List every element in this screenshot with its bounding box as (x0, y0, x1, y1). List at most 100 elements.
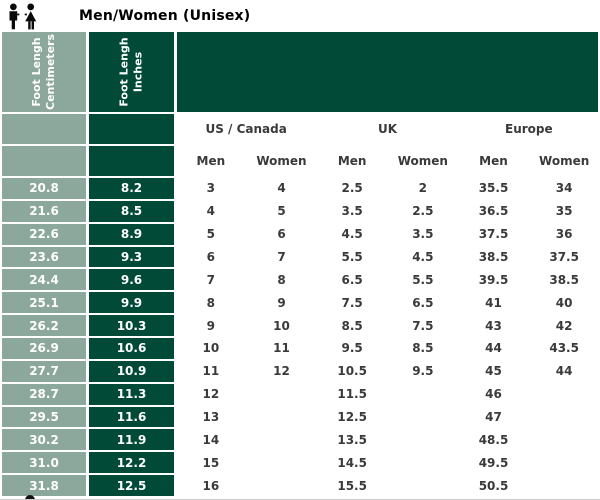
cell-europe-women: 35 (555, 204, 573, 219)
cell-foot-length-inches: 10.3 (89, 315, 174, 336)
cell-europe-men: 39.5 (478, 272, 509, 287)
cell-uk-women: 7.5 (412, 318, 434, 333)
cell-foot-length-cm: 26.9 (2, 338, 86, 359)
cell-foot-length-cm: 30.2 (2, 429, 86, 451)
cell-foot-length-inches: 11.9 (89, 429, 174, 451)
col-header-line: Inches (131, 51, 145, 93)
col-header-foot-length-cm: Foot Lengh Centimeters (2, 32, 86, 112)
subheader-uk-women: Women (397, 154, 448, 168)
cell-foot-length-cm: 29.5 (2, 406, 86, 428)
cell-foot-length-inches: 8.5 (89, 200, 174, 222)
cell-us-men: 5 (206, 227, 215, 242)
cell-foot-length-inches: 9.9 (89, 292, 174, 314)
cell-us-men: 15 (202, 455, 220, 470)
cell-us-women: 7 (277, 249, 286, 264)
cell-europe-women (530, 452, 598, 473)
cell-uk-women: 8.5 (412, 341, 434, 356)
cell-europe-men: 43 (485, 318, 502, 333)
cell-uk-men: 15.5 (337, 478, 367, 493)
cell-foot-length-inches: 12.2 (89, 452, 174, 474)
cell-europe-women: 37.5 (549, 249, 579, 264)
title-bar: Men/Women (Unisex) (0, 0, 600, 32)
cell-us-men: 9 (206, 318, 215, 333)
cell-europe-women: 34 (555, 181, 573, 196)
cell-foot-length-cm: 31.8 (2, 475, 86, 496)
spacer-cell-cm (2, 114, 86, 144)
subheader-europe-men: Men (479, 154, 508, 168)
col-header-line: Centimeters (43, 33, 57, 111)
cell-europe-men: 47 (485, 409, 502, 424)
cell-foot-length-cm: 26.2 (2, 315, 86, 336)
cell-foot-length-cm: 20.8 (2, 178, 86, 199)
cell-europe-men: 38.5 (478, 249, 509, 264)
group-header-europe: Europe (505, 122, 553, 136)
cell-europe-women (530, 429, 598, 450)
cell-us-women (248, 429, 316, 450)
cell-europe-women: 42 (555, 318, 573, 333)
spacer-cell-inches (89, 146, 174, 176)
cell-europe-men: 49.5 (478, 455, 509, 470)
cell-us-women (248, 475, 316, 496)
col-header-foot-length-inches-label: Foot Lengh Inches (118, 37, 146, 106)
header-green-block (177, 32, 598, 112)
subheader-europe-women: Women (539, 154, 590, 168)
cell-us-women: 6 (277, 227, 286, 242)
cell-us-women (248, 452, 316, 473)
cell-uk-women: 3.5 (412, 227, 434, 242)
page-title: Men/Women (Unisex) (79, 8, 251, 24)
cell-foot-length-cm: 23.6 (2, 246, 86, 268)
cell-uk-women (389, 407, 457, 428)
cell-europe-women (530, 407, 598, 428)
cell-uk-women (389, 452, 457, 473)
cell-uk-women: 5.5 (412, 272, 434, 287)
group-header-uk: UK (377, 122, 398, 136)
cell-foot-length-inches: 9.6 (89, 269, 174, 291)
cell-us-men: 14 (202, 432, 220, 447)
cell-uk-men: 10.5 (337, 364, 367, 379)
cell-foot-length-cm: 28.7 (2, 383, 86, 405)
cell-us-men: 12 (202, 387, 220, 402)
subheader-uk-men: Men (337, 154, 367, 168)
cell-us-women: 5 (277, 204, 286, 219)
cell-foot-length-cm: 25.1 (2, 292, 86, 314)
col-header-foot-length-inches: Foot Lengh Inches (89, 32, 174, 112)
cell-uk-men: 4.5 (341, 227, 363, 242)
cell-europe-women: 43.5 (549, 341, 579, 356)
col-header-line: Foot Lengh (117, 37, 131, 107)
cell-foot-length-inches: 8.2 (89, 178, 174, 199)
cell-foot-length-inches: 9.3 (89, 246, 174, 268)
cell-us-women: 12 (273, 364, 290, 379)
cell-us-men: 6 (206, 249, 215, 264)
cell-us-men: 8 (206, 295, 215, 310)
cell-uk-men: 14.5 (337, 455, 367, 470)
cell-foot-length-inches: 10.6 (89, 338, 174, 359)
cell-us-women: 4 (277, 181, 286, 196)
cell-europe-men: 48.5 (478, 432, 509, 447)
man-woman-icon (5, 2, 41, 30)
cell-uk-women (389, 429, 457, 450)
cell-europe-men: 45 (485, 364, 502, 379)
cell-uk-men: 7.5 (341, 295, 363, 310)
cell-us-men: 10 (202, 341, 220, 356)
cell-uk-men: 5.5 (341, 249, 363, 264)
cell-europe-men: 44 (485, 341, 502, 356)
cell-us-men: 16 (202, 478, 220, 493)
cell-uk-men: 6.5 (341, 272, 363, 287)
group-header-us-canada: US / Canada (205, 122, 287, 136)
cell-europe-men: 37.5 (478, 227, 509, 242)
cell-foot-length-cm: 21.6 (2, 200, 86, 222)
cell-us-women (248, 407, 316, 428)
cell-europe-men: 36.5 (478, 204, 509, 219)
cell-europe-women: 36 (555, 227, 573, 242)
cell-us-men: 3 (206, 181, 215, 196)
cell-europe-women (530, 475, 598, 496)
spacer-cell-inches (89, 114, 174, 144)
cell-foot-length-inches: 11.3 (89, 383, 174, 405)
cell-foot-length-inches: 12.5 (89, 475, 174, 496)
cell-uk-women (389, 384, 457, 405)
cell-us-men: 13 (202, 409, 220, 424)
cell-europe-men: 50.5 (478, 478, 509, 493)
cell-uk-men: 13.5 (337, 432, 367, 447)
subheader-us-women: Women (256, 154, 307, 168)
